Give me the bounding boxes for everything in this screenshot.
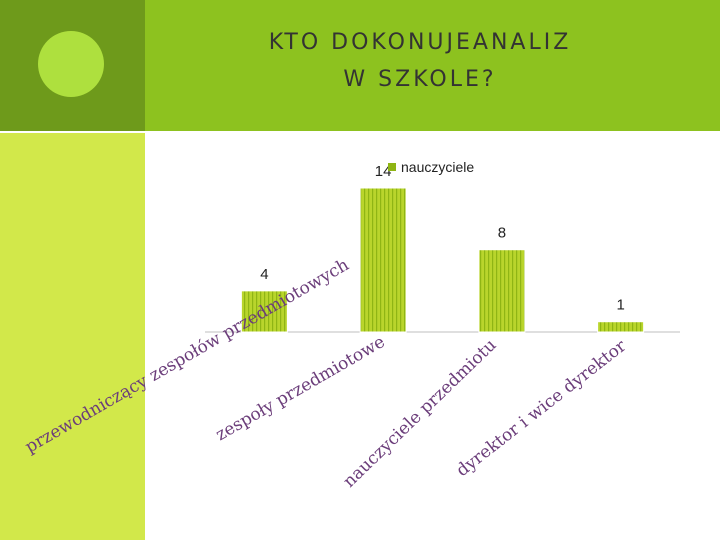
category-label-2: zespoły przedmiotowe	[212, 332, 388, 445]
data-label-4: 1	[616, 297, 624, 314]
bar-2	[359, 187, 407, 333]
slide-title-line-2: W SZKOLE?	[343, 67, 497, 92]
data-label-3: 8	[498, 225, 506, 242]
header-divider	[0, 131, 720, 133]
legend-label: nauczyciele	[401, 159, 474, 175]
bar-3	[478, 249, 526, 333]
slide-title-line-1: KTO DOKONUJEANALIZ	[268, 30, 572, 55]
data-label-2: 14	[375, 163, 392, 180]
decorative-circle-icon	[38, 31, 104, 97]
bar-4	[597, 321, 645, 333]
slide-title: KTO DOKONUJEANALIZ W SZKOLE?	[160, 24, 680, 98]
data-label-1: 4	[260, 266, 268, 283]
legend-swatch	[388, 163, 396, 171]
side-band	[0, 131, 145, 540]
category-label-1: przewodniczący zespołów przedmiotowych	[22, 255, 353, 457]
bar-1	[240, 290, 288, 333]
